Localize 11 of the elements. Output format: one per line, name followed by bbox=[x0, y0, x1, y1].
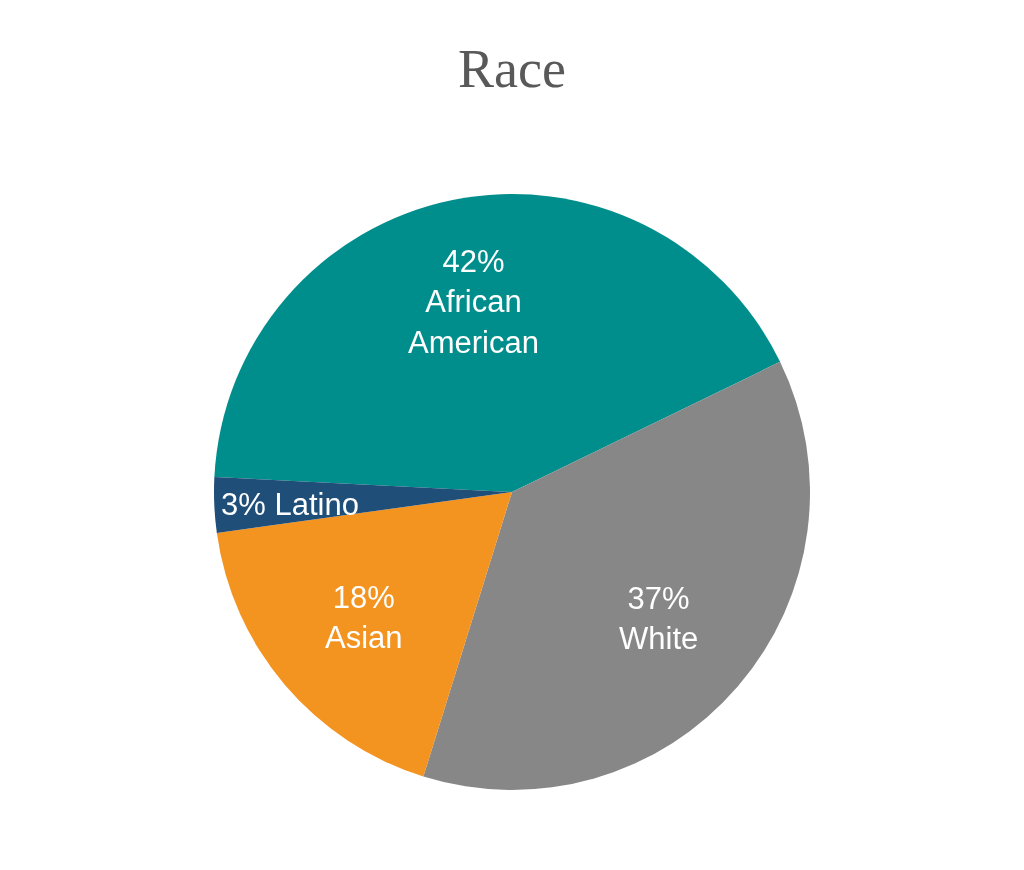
pie-slice bbox=[423, 361, 810, 790]
pie-slice bbox=[216, 492, 512, 777]
slice-label: African American bbox=[408, 284, 539, 360]
slice-label: White bbox=[619, 621, 699, 657]
data-label: 18% bbox=[332, 580, 395, 615]
slice-label: 3% Latino bbox=[221, 487, 359, 522]
slice-label: Asian bbox=[325, 620, 403, 656]
chart-title: Race bbox=[458, 38, 566, 99]
pie-slice bbox=[214, 194, 781, 492]
data-label: 37% bbox=[627, 581, 690, 616]
data-label: 42% bbox=[442, 244, 505, 279]
